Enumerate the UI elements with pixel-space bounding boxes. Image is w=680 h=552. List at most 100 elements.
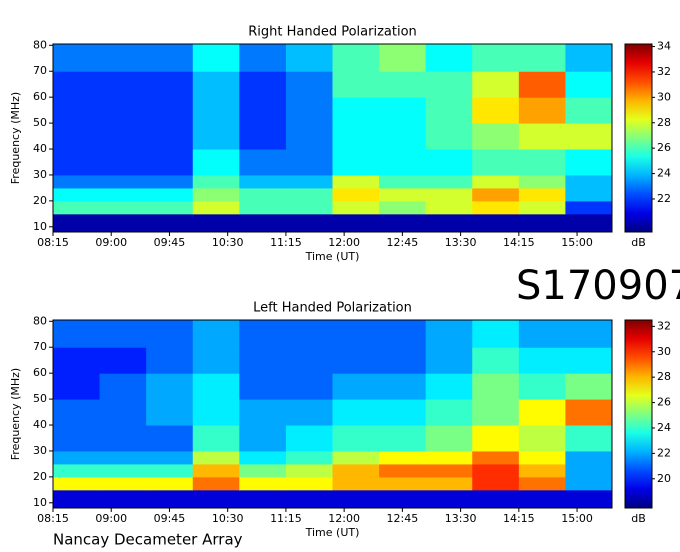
colorbar-tick-label: 32: [657, 319, 671, 332]
heatmap-cell: [285, 399, 333, 426]
heatmap-cell: [146, 463, 194, 478]
footer: Nancay Decameter Array: [53, 531, 243, 549]
x-axis-label: Time (UT): [305, 250, 360, 263]
heatmap-cell: [332, 399, 380, 426]
heatmap-cell: [146, 450, 194, 465]
heatmap-cell: [565, 71, 613, 98]
heatmap-cell: [425, 44, 473, 72]
heatmap-cell: [379, 174, 427, 189]
heatmap-cell: [146, 489, 194, 509]
heatmap-cell: [53, 97, 101, 124]
heatmap-cell: [239, 174, 287, 189]
heatmap-cell: [425, 71, 473, 98]
heatmap-cell: [239, 425, 287, 452]
heatmap-cell: [472, 463, 520, 478]
heatmap-cell: [192, 320, 240, 348]
x-tick-label: 10:30: [212, 512, 244, 525]
y-tick-label: 30: [33, 444, 47, 457]
heatmap-cell: [239, 450, 287, 465]
heatmap-cell: [285, 123, 333, 150]
y-tick-label: 20: [33, 194, 47, 207]
heatmap-cell: [99, 463, 147, 478]
x-tick-label: 12:00: [328, 236, 360, 249]
heatmap-cell: [472, 71, 520, 98]
heatmap-cell: [99, 149, 147, 176]
heatmap-cell: [239, 399, 287, 426]
heatmap-cell: [425, 476, 473, 491]
heatmap-cell: [332, 44, 380, 72]
heatmap-cell: [146, 71, 194, 98]
heatmap-cell: [332, 373, 380, 400]
x-tick-label: 11:15: [270, 236, 302, 249]
heatmap-cell: [518, 71, 566, 98]
heatmap-cell: [565, 450, 613, 465]
heatmap-cell: [53, 347, 101, 374]
heatmap-cell: [379, 450, 427, 465]
heatmap-cell: [239, 149, 287, 176]
heatmap-cell: [332, 200, 380, 215]
heatmap-cell: [146, 399, 194, 426]
heatmap-cell: [146, 320, 194, 348]
heatmap-cell: [192, 450, 240, 465]
heatmap-cell: [53, 213, 101, 233]
heatmap-cell: [285, 489, 333, 509]
heatmap-cell: [332, 174, 380, 189]
heatmap-cell: [239, 187, 287, 202]
x-tick-label: 11:15: [270, 512, 302, 525]
colorbar-tick-label: 20: [657, 472, 671, 485]
heatmap-cell: [192, 149, 240, 176]
heatmap-cell: [518, 200, 566, 215]
heatmap-cell: [379, 476, 427, 491]
heatmap-cell: [379, 425, 427, 452]
heatmap-cell: [146, 425, 194, 452]
heatmap-cell: [146, 200, 194, 215]
colorbar-tick-label: 22: [657, 446, 671, 459]
heatmap-cell: [425, 463, 473, 478]
x-tick-label: 13:30: [445, 236, 477, 249]
heatmap-cell: [192, 463, 240, 478]
x-tick-label: 12:45: [387, 236, 419, 249]
heatmap-cell: [472, 347, 520, 374]
heatmap-cell: [192, 213, 240, 233]
heatmap-cell: [472, 149, 520, 176]
heatmap-cell: [146, 347, 194, 374]
heatmap-cell: [239, 123, 287, 150]
heatmap-cell: [99, 489, 147, 509]
heatmap-cell: [192, 44, 240, 72]
colorbar-tick-label: 26: [657, 141, 671, 154]
heatmap-cell: [425, 347, 473, 374]
heatmap-cell: [53, 174, 101, 189]
heatmap-cell: [192, 187, 240, 202]
heatmap-cell: [518, 97, 566, 124]
x-tick-label: 14:15: [503, 512, 535, 525]
colorbar-tick-label: 24: [657, 421, 671, 434]
heatmap-cell: [146, 149, 194, 176]
heatmap-cell: [99, 373, 147, 400]
heatmap-cell: [518, 425, 566, 452]
heatmap-cell: [425, 320, 473, 348]
heatmap-cell: [332, 97, 380, 124]
heatmap-cell: [379, 44, 427, 72]
heatmap-cell: [379, 71, 427, 98]
y-axis-label: Frequency (MHz): [9, 92, 22, 184]
heatmap-cell: [565, 44, 613, 72]
heatmap-cell: [239, 347, 287, 374]
heatmap-cell: [472, 200, 520, 215]
heatmap-cell: [285, 347, 333, 374]
heatmap-cell: [192, 97, 240, 124]
heatmap-cell: [53, 123, 101, 150]
heatmap-cell: [285, 213, 333, 233]
x-tick-label: 08:15: [37, 236, 69, 249]
heatmap-cell: [518, 320, 566, 348]
x-tick-label: 10:30: [212, 236, 244, 249]
heatmap-cell: [379, 123, 427, 150]
heatmap-cell: [472, 425, 520, 452]
heatmap-cell: [425, 174, 473, 189]
heatmap-cell: [379, 149, 427, 176]
heatmap-cell: [192, 489, 240, 509]
heatmap-cell: [565, 200, 613, 215]
heatmap-cell: [379, 373, 427, 400]
heatmap-cell: [425, 425, 473, 452]
heatmap-cell: [192, 373, 240, 400]
heatmap-cell: [192, 476, 240, 491]
